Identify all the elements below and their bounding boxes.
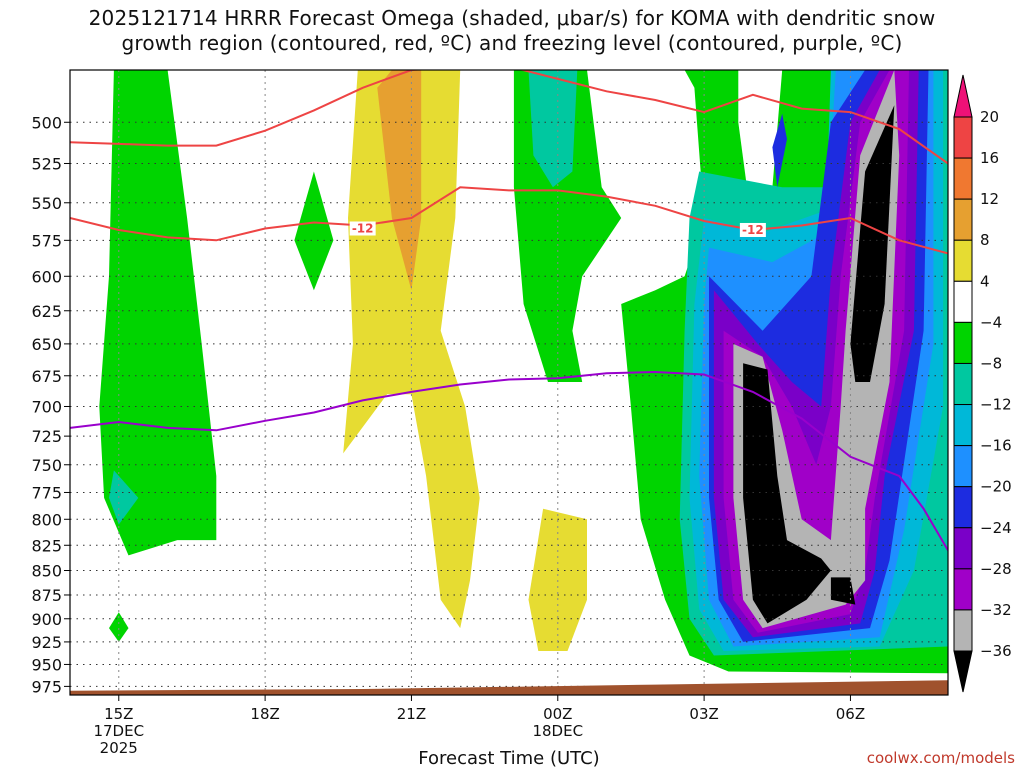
shade-green-small (294, 171, 334, 291)
chart-title-line2: growth region (contoured, red, ºC) and f… (121, 31, 903, 55)
colorbar-label-10: −24 (980, 519, 1012, 537)
x-tick-label-15Z: 15Z (104, 705, 133, 723)
shade-green-left (99, 70, 217, 556)
shade-black-lower (743, 363, 831, 624)
plot-grid (70, 70, 948, 695)
ground-terrain (70, 680, 948, 695)
x-tick-label-06Z: 06Z (836, 705, 865, 723)
omega-shading (99, 70, 948, 674)
terrain-fill (70, 680, 948, 695)
colorbar-label-7: −12 (980, 396, 1012, 414)
shade-black-upper (850, 105, 895, 382)
colorbar-label-0: 20 (980, 108, 999, 126)
x-axis-title: Forecast Time (UTC) (418, 748, 599, 768)
shade-black-small (830, 577, 856, 605)
shade-yellow-lower (528, 508, 587, 651)
y-tick-label-700: 700 (31, 397, 62, 416)
contour-label-0: -12 (352, 221, 374, 235)
dgz-bottom-contour (70, 186, 948, 255)
y-tick-label-750: 750 (31, 456, 62, 475)
shade-teal-mid (528, 70, 578, 188)
y-axis: 500 525 550 575 600 625 650 675 700 725 750 775 800 8… (31, 113, 70, 696)
colorbar-seg-8 (953, 445, 973, 488)
colorbar-bottom-arrow (953, 650, 973, 693)
y-tick-label-525: 525 (31, 154, 62, 173)
y-tick-label-975: 975 (31, 677, 62, 696)
colorbar-seg-6 (953, 362, 973, 406)
y-tick-label-575: 575 (31, 231, 62, 250)
x-tick-label-21Z: 21Z (397, 705, 426, 723)
contour-label-1: -12 (742, 223, 764, 237)
shade-green-blob (109, 612, 129, 642)
x-tick-date-00Z: 18DEC (532, 722, 583, 740)
colorbar-label-2: 12 (980, 190, 999, 208)
y-tick-label-650: 650 (31, 335, 62, 354)
colorbar-seg-5 (953, 321, 973, 364)
colorbar-seg-11 (953, 568, 973, 611)
y-tick-label-675: 675 (31, 367, 62, 386)
colorbar-seg-10 (953, 527, 973, 570)
y-tick-label-500: 500 (31, 113, 62, 132)
colorbar-seg-3 (953, 239, 973, 282)
colorbar-seg-12 (953, 609, 973, 652)
contour-label-bg-0 (349, 221, 376, 236)
y-tick-label-875: 875 (31, 586, 62, 605)
y-tick-label-775: 775 (31, 483, 62, 502)
colorbar-seg-1 (953, 157, 973, 200)
shade-yellow-plume (343, 70, 480, 629)
colorbar-label-12: −32 (980, 601, 1012, 619)
colorbar-seg-7 (953, 404, 973, 447)
colorbar-label-5: −4 (980, 313, 1002, 331)
shade-white-hole (738, 70, 783, 218)
colorbar-seg-4 (953, 280, 973, 323)
colorbar-top-arrow (953, 74, 973, 118)
colorbar-label-8: −16 (980, 437, 1012, 455)
y-tick-label-800: 800 (31, 510, 62, 529)
dgz-top-contour (70, 70, 948, 165)
credit-text: coolwx.com/models (867, 749, 1015, 767)
y-tick-label-850: 850 (31, 561, 62, 580)
y-tick-label-550: 550 (31, 194, 62, 213)
contour-label-bg-1 (739, 222, 766, 237)
x-tick-label-03Z: 03Z (689, 705, 718, 723)
colorbar-label-4: 4 (980, 272, 990, 290)
y-tick-label-725: 725 (31, 427, 62, 446)
plot-frame (69, 69, 949, 696)
y-tick-label-925: 925 (31, 633, 62, 652)
x-tick-date-15Z: 17DEC (93, 722, 144, 740)
colorbar: 20 16 12 8 4 −4 −8 −12 −16 −20 −24 −28 −32 −36 (953, 74, 1012, 693)
colorbar-seg-0 (953, 116, 973, 159)
colorbar-label-3: 8 (980, 231, 990, 249)
shade-navy-streak (772, 113, 787, 188)
chart-title-line1: 2025121714 HRRR Forecast Omega (shaded, … (88, 6, 936, 30)
colorbar-seg-2 (953, 198, 973, 241)
x-tick-label-18Z: 18Z (250, 705, 279, 723)
colorbar-label-9: −20 (980, 478, 1012, 496)
freezing-level-contour (70, 370, 948, 551)
colorbar-label-6: −8 (980, 354, 1002, 372)
colorbar-seg-9 (953, 486, 973, 529)
y-tick-label-600: 600 (31, 267, 62, 286)
y-tick-label-900: 900 (31, 610, 62, 629)
chart-title: 2025121714 HRRR Forecast Omega (shaded, … (0, 6, 1024, 56)
y-tick-label-950: 950 (31, 655, 62, 674)
x-tick-year-15Z: 2025 (100, 739, 138, 757)
colorbar-label-11: −28 (980, 560, 1012, 578)
y-tick-label-625: 625 (31, 302, 62, 321)
shade-orange-plume (377, 70, 422, 291)
x-tick-label-00Z: 00Z (543, 705, 572, 723)
colorbar-label-1: 16 (980, 149, 999, 167)
colorbar-label-13: −36 (980, 642, 1012, 660)
y-tick-label-825: 825 (31, 536, 62, 555)
contour-lines: -12 -12 (70, 70, 948, 551)
shade-teal-left (109, 470, 139, 525)
